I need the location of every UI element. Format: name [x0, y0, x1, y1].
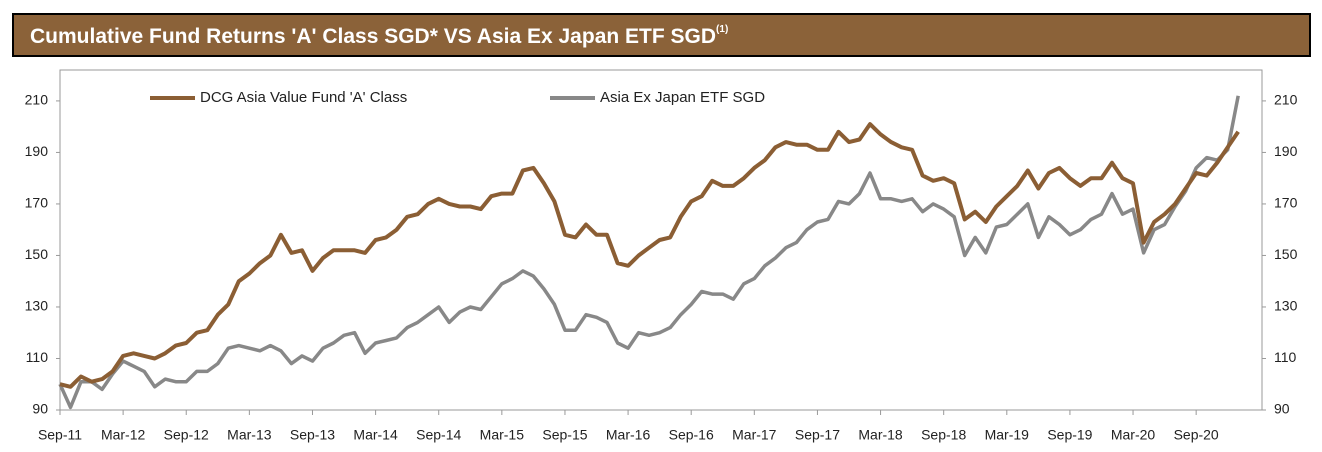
x-tick-label: Mar-17 [732, 427, 777, 443]
x-tick-label: Sep-17 [795, 427, 840, 443]
y2-tick-label: 210 [1274, 92, 1298, 108]
y-tick-label: 190 [25, 143, 49, 159]
x-tick-label: Mar-15 [480, 427, 525, 443]
x-tick-label: Sep-20 [1174, 427, 1219, 443]
x-tick-label: Mar-12 [101, 427, 146, 443]
y-tick-label: 130 [25, 298, 49, 314]
x-tick-label: Sep-12 [164, 427, 209, 443]
y-tick-label: 170 [25, 195, 49, 211]
x-tick-label: Mar-19 [985, 427, 1030, 443]
title-text: Cumulative Fund Returns 'A' Class SGD* V… [30, 25, 716, 48]
series-line [59, 122, 1240, 389]
legend-label: DCG Asia Value Fund 'A' Class [200, 89, 407, 106]
y2-tick-label: 150 [1274, 246, 1298, 262]
title-note: (1) [716, 24, 728, 35]
y2-tick-label: 190 [1274, 143, 1298, 159]
x-tick-label: Mar-13 [227, 427, 272, 443]
legend-label: Asia Ex Japan ETF SGD [600, 89, 765, 106]
series-line [58, 95, 1240, 410]
y-tick-label: 110 [26, 349, 49, 365]
x-tick-label: Sep-16 [669, 427, 714, 443]
y-tick-label: 90 [32, 401, 48, 417]
title-bar [12, 13, 1311, 57]
x-tick-label: Sep-11 [38, 427, 82, 443]
x-tick-label: Sep-13 [290, 427, 335, 443]
x-tick-label: Mar-20 [1111, 427, 1156, 443]
y2-tick-label: 90 [1274, 401, 1290, 417]
y2-tick-label: 130 [1274, 298, 1298, 314]
x-tick-label: Sep-15 [542, 427, 587, 443]
x-tick-label: Mar-14 [353, 427, 398, 443]
x-tick-label: Sep-18 [921, 427, 966, 443]
y-tick-label: 210 [25, 92, 49, 108]
x-tick-label: Mar-16 [606, 427, 651, 443]
y-tick-label: 150 [25, 246, 49, 262]
x-tick-label: Mar-18 [858, 427, 903, 443]
x-tick-label: Sep-19 [1047, 427, 1092, 443]
y2-tick-label: 170 [1274, 195, 1298, 211]
plot-frame [59, 69, 1263, 411]
chart-title: Cumulative Fund Returns 'A' Class SGD* V… [30, 24, 728, 48]
y2-tick-label: 110 [1274, 349, 1297, 365]
x-tick-label: Sep-14 [416, 427, 461, 443]
